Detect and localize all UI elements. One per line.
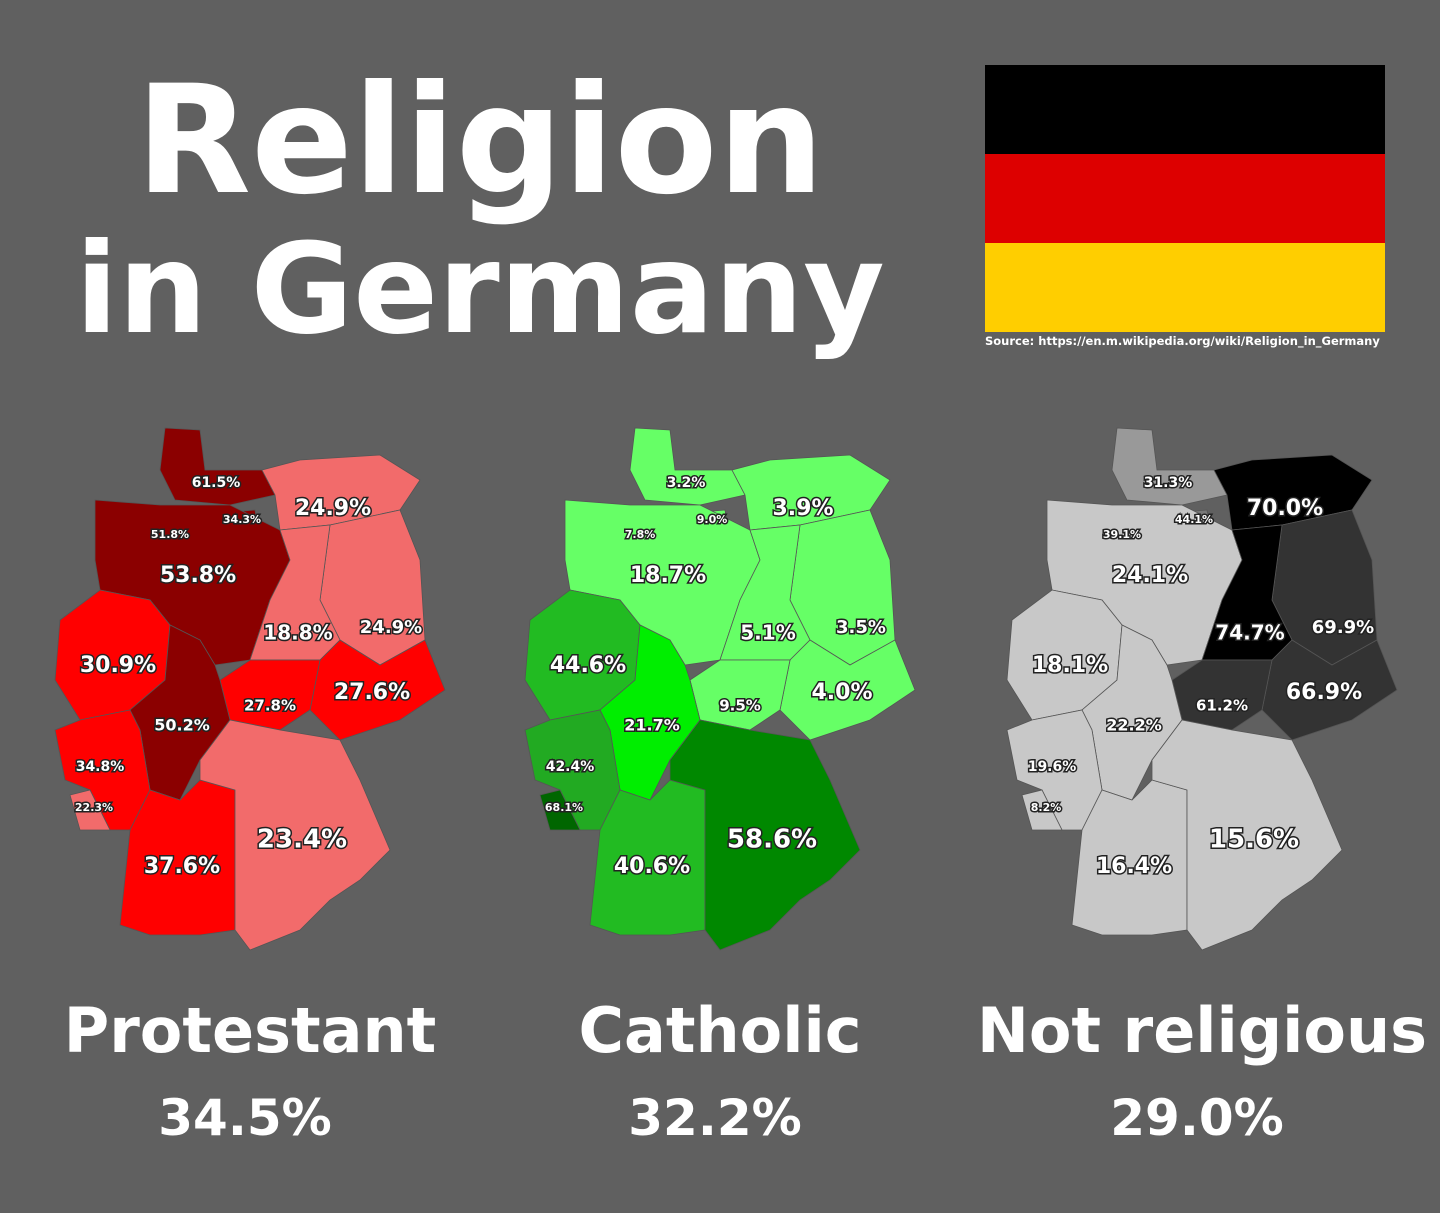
state-value: 9.0% [697, 513, 728, 526]
state-value: 51.8% [151, 528, 189, 541]
state-value: 74.7% [1215, 621, 1284, 645]
state-value: 30.9% [80, 653, 156, 678]
state-value: 4.0% [811, 680, 872, 705]
state-value: 5.1% [740, 621, 795, 645]
state-value: 69.9% [1312, 617, 1374, 638]
state-value: 39.1% [1103, 528, 1141, 541]
state-value: 22.2% [1106, 716, 1162, 735]
state-value: 53.8% [160, 563, 236, 588]
state [199, 719, 391, 951]
state-value: 27.8% [244, 697, 296, 715]
state-value: 21.7% [624, 716, 680, 735]
state-value: 61.5% [192, 475, 241, 491]
state [69, 789, 111, 831]
maps: 61.5% 34.3% 51.8% 53.8% 24.9% 24.9% 18.8% 27.6%… [54, 427, 1427, 1147]
state-value: 18.7% [630, 563, 706, 588]
state-map: 31.3% 44.1% 39.1% 24.1% 70.0% 69.9% 74.7% 66.9%… [1006, 427, 1398, 951]
flag-gold [985, 243, 1385, 332]
state-value: 22.3% [75, 801, 113, 814]
state-value: 3.2% [667, 475, 706, 491]
title-line2: in Germany [75, 217, 884, 362]
map-total: 32.2% [628, 1089, 801, 1147]
map-total: 34.5% [158, 1089, 331, 1147]
state-value: 7.8% [625, 528, 656, 541]
state-value: 15.6% [1209, 825, 1299, 855]
state [779, 639, 916, 741]
state-value: 58.6% [727, 825, 817, 855]
state-value: 68.1% [545, 801, 583, 814]
state-map: 3.2% 9.0% 7.8% 18.7% 3.9% 3.5% 5.1% 4.0% 9.5% 44.… [524, 427, 916, 951]
state-value: 23.4% [257, 825, 347, 855]
state-value: 3.5% [836, 617, 886, 638]
state-value: 42.4% [546, 759, 595, 775]
source: Source: https://en.m.wikipedia.org/wiki/… [985, 334, 1380, 349]
state-value: 37.6% [144, 854, 220, 879]
state-value: 3.9% [772, 496, 833, 521]
state [309, 639, 446, 741]
state-value: 24.9% [360, 617, 422, 638]
state-value: 18.8% [263, 621, 332, 645]
state-value: 40.6% [614, 854, 690, 879]
flag-red [985, 154, 1385, 243]
state-value: 44.6% [550, 653, 626, 678]
state-value: 34.8% [76, 759, 125, 775]
state-value: 44.1% [1175, 513, 1213, 526]
state-value: 50.2% [154, 716, 210, 735]
flag [985, 65, 1385, 332]
state-value: 34.3% [223, 513, 261, 526]
map-label: Not religious [977, 994, 1427, 1067]
state-value: 27.6% [334, 680, 410, 705]
state-value: 16.4% [1096, 854, 1172, 879]
state [539, 789, 581, 831]
state-value: 18.1% [1032, 653, 1108, 678]
state-value: 70.0% [1247, 496, 1323, 521]
state-value: 31.3% [1144, 475, 1193, 491]
state-value: 66.9% [1286, 680, 1362, 705]
map-label: Protestant [64, 994, 436, 1067]
state-value: 9.5% [719, 697, 761, 715]
state [1261, 639, 1398, 741]
state-map: 61.5% 34.3% 51.8% 53.8% 24.9% 24.9% 18.8% 27.6%… [54, 427, 446, 951]
map-label: Catholic [579, 994, 862, 1067]
state [599, 624, 701, 801]
state-value: 24.1% [1112, 563, 1188, 588]
state [669, 719, 861, 951]
state [1151, 719, 1343, 951]
title-line1: Religion [136, 54, 825, 228]
state [1021, 789, 1063, 831]
state-value: 24.9% [295, 496, 371, 521]
state-value: 19.6% [1028, 759, 1077, 775]
state-value: 8.2% [1031, 801, 1062, 814]
state [129, 624, 231, 801]
map-total: 29.0% [1110, 1089, 1283, 1147]
state [1081, 624, 1183, 801]
state-value: 61.2% [1196, 697, 1248, 715]
flag-black [985, 65, 1385, 154]
